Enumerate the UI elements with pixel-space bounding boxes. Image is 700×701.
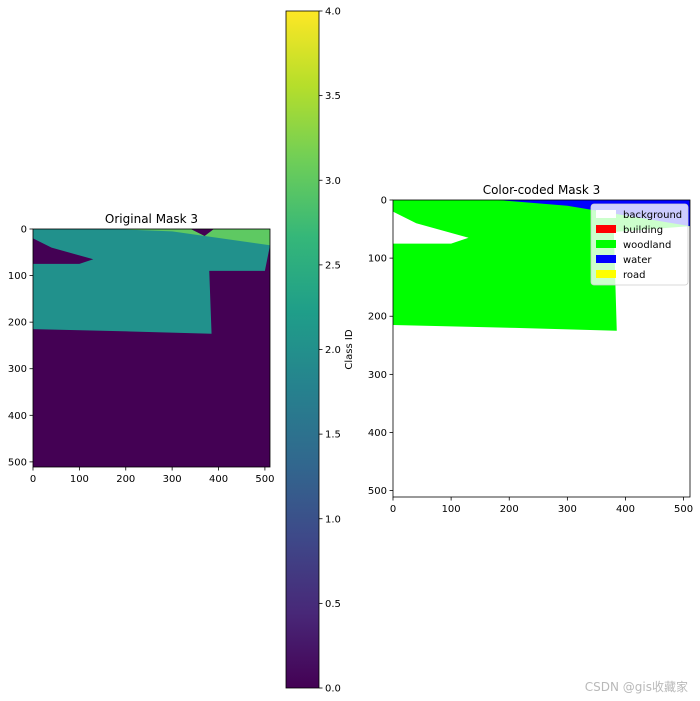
- colorcoded-ytick-label: 0: [381, 196, 387, 207]
- original-xtick-label: 300: [163, 474, 182, 485]
- colorbar-tick-label: 0.0: [325, 684, 341, 695]
- legend-label-water: water: [623, 255, 652, 266]
- colorbar-tick-label: 1.0: [325, 514, 341, 525]
- legend-box: [590, 203, 689, 286]
- colorbar-tick-label: 3.0: [325, 176, 341, 187]
- original-title: Original Mask 3: [105, 212, 198, 226]
- legend-label-background: background: [623, 210, 682, 221]
- legend-swatch-building: [596, 225, 616, 233]
- colorcoded-region-0: [393, 200, 690, 331]
- original-ytick-label: 200: [8, 318, 27, 329]
- original-region-2: [111, 229, 270, 246]
- colorbar-tick-label: 2.0: [325, 345, 341, 356]
- original-ytick-label: 500: [8, 457, 27, 468]
- colorcoded-region-1: [393, 211, 469, 244]
- original-region-3: [190, 229, 214, 236]
- original-xtick-label: 0: [30, 474, 36, 485]
- colorcoded-xtick-label: 500: [674, 504, 693, 515]
- colorcoded-xtick-label: 100: [442, 504, 461, 515]
- colorbar-tick-label: 0.5: [325, 599, 341, 610]
- colorbar-tick-label: 4.0: [325, 7, 341, 18]
- colorcoded-ytick-label: 500: [368, 486, 387, 497]
- colorbar: [285, 10, 320, 689]
- original-plot: [29, 228, 271, 471]
- colorcoded-xtick-label: 300: [558, 504, 577, 515]
- colorcoded-ytick-label: 100: [368, 254, 387, 265]
- watermark: CSDN @gis收藏家: [584, 680, 688, 694]
- legend-label-building: building: [623, 225, 663, 236]
- original-xtick-label: 400: [209, 474, 228, 485]
- original-xtick-label: 500: [255, 474, 274, 485]
- original-xtick-label: 200: [116, 474, 135, 485]
- original-xtick-label: 100: [70, 474, 89, 485]
- legend-swatch-water: [596, 255, 616, 263]
- legend-swatch-background: [596, 210, 616, 218]
- colorcoded-ytick-label: 300: [368, 370, 387, 381]
- original-axes-frame: [32, 228, 271, 468]
- original-ytick-label: 100: [8, 271, 27, 282]
- original-region-0: [33, 229, 270, 334]
- colorbar-label: Class ID: [344, 329, 355, 369]
- colorbar-tick-label: 3.5: [325, 91, 341, 102]
- legend-label-road: road: [623, 270, 646, 281]
- colorbar-tick-label: 1.5: [325, 430, 341, 441]
- legend-swatch-road: [596, 270, 616, 278]
- original-regions: [33, 229, 270, 334]
- original-ytick-label: 300: [8, 364, 27, 375]
- colorcoded-title: Color-coded Mask 3: [483, 183, 601, 197]
- colorcoded-xtick-label: 0: [390, 504, 396, 515]
- original-region-1: [33, 238, 94, 264]
- legend-label-woodland: woodland: [623, 240, 671, 251]
- legend-swatch-woodland: [596, 240, 616, 248]
- colorcoded-xtick-label: 400: [616, 504, 635, 515]
- original-ytick-label: 0: [21, 225, 27, 236]
- colorcoded-axes-frame: [392, 199, 691, 498]
- colorbar-tick-label: 2.5: [325, 260, 341, 271]
- original-ytick-label: 400: [8, 411, 27, 422]
- colorcoded-ytick-label: 200: [368, 312, 387, 323]
- colorcoded-ytick-label: 400: [368, 428, 387, 439]
- colorcoded-xtick-label: 200: [500, 504, 519, 515]
